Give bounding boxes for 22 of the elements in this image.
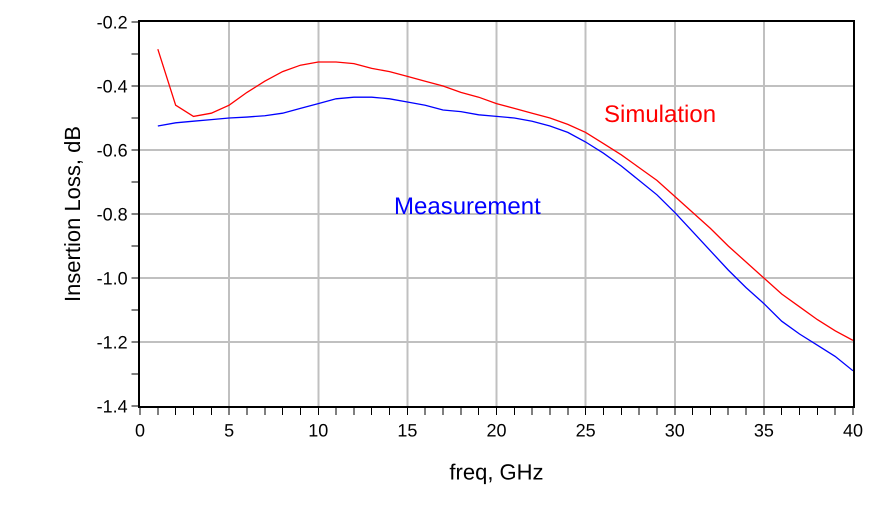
text: Measurement [394, 193, 542, 220]
y-tick-label: -1.4 [96, 396, 128, 416]
line-series [157, 96, 853, 372]
series-label: Simulation [604, 101, 716, 128]
x-tick-label: 40 [842, 420, 864, 440]
x-tick-label: 20 [486, 420, 507, 440]
y-tick-label: -0.8 [96, 204, 128, 224]
y-axis-title: Insertion Loss, dB [60, 126, 85, 302]
x-tick-label: 10 [308, 420, 328, 440]
x-tick-label: 0 [134, 420, 146, 440]
x-tick-label: 5 [224, 420, 234, 440]
x-tick-label: 15 [397, 420, 418, 440]
y-tick-label: -0.4 [96, 76, 128, 96]
x-tick-label: 25 [576, 420, 596, 440]
x-axis-title: freq, GHz [449, 460, 544, 485]
line-series [157, 48, 853, 342]
y-tick-label: -0.2 [96, 12, 128, 32]
y-tick-label: -0.6 [96, 140, 128, 160]
y-tick-label: -1.2 [96, 332, 128, 352]
x-tick-label: 35 [754, 420, 774, 440]
y-tick-label: -1.0 [96, 268, 128, 288]
x-tick-label: 30 [664, 420, 685, 440]
